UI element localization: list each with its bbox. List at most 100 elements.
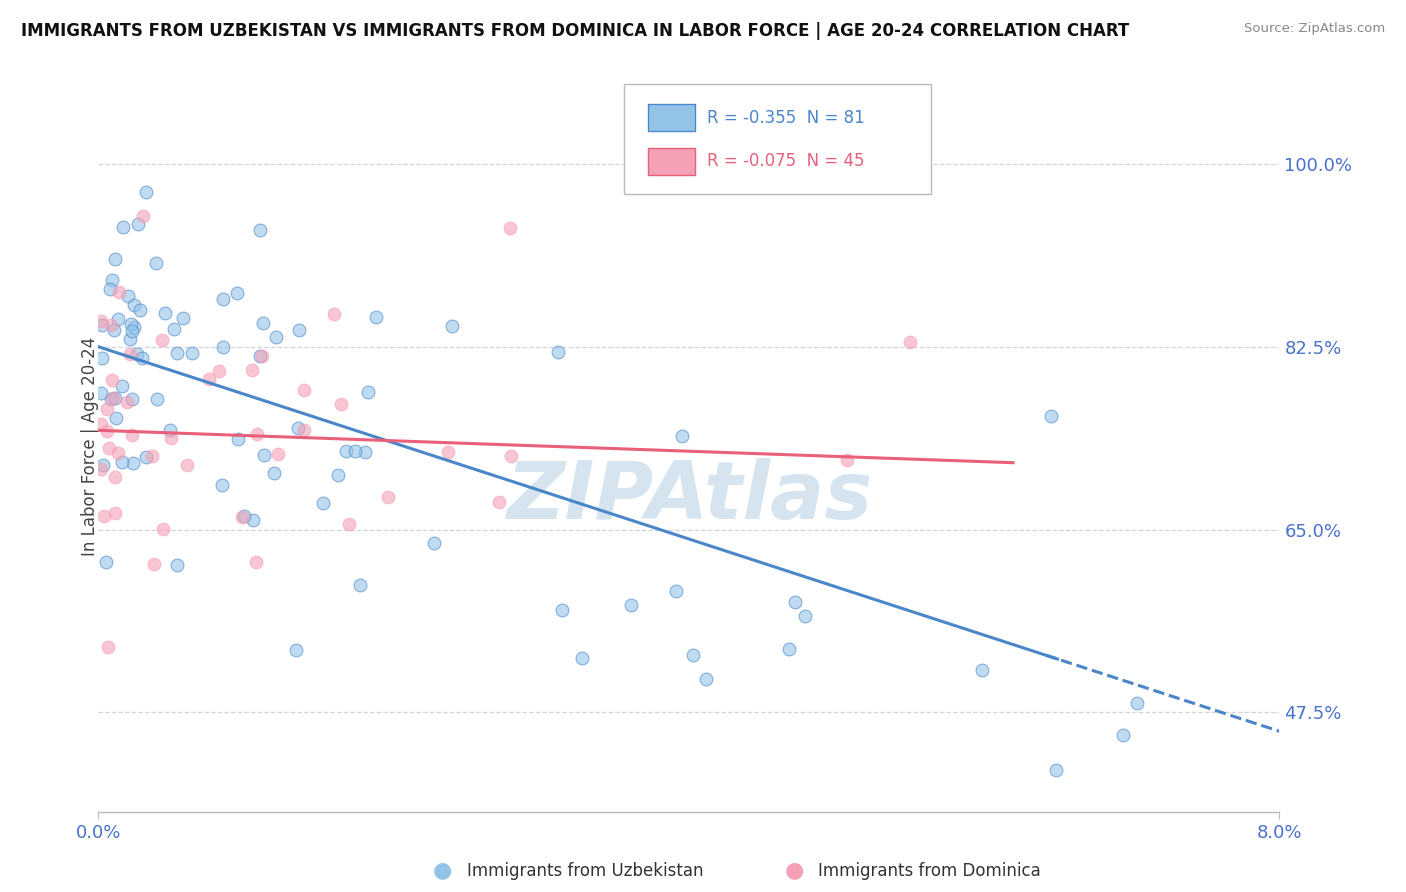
Point — [125, 346, 148, 360]
Point — [101, 373, 124, 387]
Point — [253, 448, 276, 462]
Point — [117, 289, 139, 303]
Point — [104, 506, 127, 520]
Point — [208, 364, 231, 378]
Point — [141, 450, 163, 464]
Point — [1126, 696, 1149, 710]
Point — [96, 401, 118, 416]
Point — [231, 510, 253, 524]
Point — [665, 583, 688, 598]
Point — [249, 223, 271, 237]
Point — [97, 640, 120, 655]
Point — [104, 391, 127, 405]
Point — [1045, 763, 1067, 777]
Bar — [648, 147, 695, 176]
Point — [211, 340, 233, 354]
FancyBboxPatch shape — [624, 84, 931, 194]
Text: ZIPAtlas: ZIPAtlas — [506, 458, 872, 536]
Text: IMMIGRANTS FROM UZBEKISTAN VS IMMIGRANTS FROM DOMINICA IN LABOR FORCE | AGE 20-2: IMMIGRANTS FROM UZBEKISTAN VS IMMIGRANTS… — [21, 22, 1129, 40]
Point — [91, 351, 114, 366]
Point — [91, 318, 114, 333]
Point — [288, 323, 311, 337]
Point — [488, 494, 510, 508]
Point — [211, 478, 233, 492]
Point — [131, 351, 153, 365]
Point — [103, 469, 125, 483]
Point — [176, 458, 198, 473]
Point — [128, 302, 150, 317]
Point — [150, 333, 173, 347]
Point — [837, 453, 859, 467]
Point — [107, 446, 129, 460]
Point — [172, 311, 194, 326]
Y-axis label: In Labor Force | Age 20-24: In Labor Force | Age 20-24 — [82, 336, 98, 556]
Point — [124, 320, 146, 334]
Point — [246, 426, 269, 441]
Point — [499, 221, 522, 235]
Point — [226, 433, 249, 447]
Point — [312, 496, 335, 510]
Point — [132, 209, 155, 223]
Point — [104, 411, 127, 425]
Point — [101, 273, 124, 287]
Point — [571, 650, 593, 665]
Point — [108, 285, 131, 299]
Text: R = -0.355  N = 81: R = -0.355 N = 81 — [707, 109, 865, 127]
Point — [337, 517, 360, 532]
Point — [93, 508, 115, 523]
Point — [695, 672, 717, 686]
Point — [326, 468, 349, 483]
Text: Source: ZipAtlas.com: Source: ZipAtlas.com — [1244, 22, 1385, 36]
Point — [103, 323, 125, 337]
Point — [778, 642, 800, 657]
Point — [292, 424, 315, 438]
Point — [121, 428, 143, 442]
Text: ●: ● — [785, 861, 804, 880]
Point — [349, 578, 371, 592]
Point — [122, 297, 145, 311]
Point — [118, 347, 141, 361]
Point — [90, 461, 112, 475]
Point — [146, 392, 169, 406]
Point — [377, 490, 399, 504]
Point — [100, 392, 122, 407]
Point — [1112, 728, 1135, 742]
Point — [900, 334, 922, 349]
Point — [335, 443, 357, 458]
Point — [364, 310, 387, 324]
Point — [551, 603, 574, 617]
Point — [547, 344, 569, 359]
Point — [160, 431, 183, 445]
Point — [121, 392, 143, 406]
Point — [440, 318, 463, 333]
Point — [112, 220, 135, 235]
Point — [122, 456, 145, 470]
Point — [264, 330, 287, 344]
Point — [90, 417, 112, 431]
Point — [118, 332, 141, 346]
Point — [287, 421, 309, 435]
Point — [120, 317, 142, 331]
Point — [143, 557, 166, 571]
Point — [250, 349, 273, 363]
Point — [152, 523, 174, 537]
Point — [101, 391, 124, 405]
Point — [353, 445, 375, 459]
Point — [145, 256, 167, 270]
Point — [252, 317, 274, 331]
Point — [329, 396, 352, 410]
Point — [267, 447, 290, 461]
Point — [323, 307, 346, 321]
Point — [100, 318, 122, 333]
Text: Immigrants from Uzbekistan: Immigrants from Uzbekistan — [467, 862, 703, 880]
Point — [166, 346, 188, 360]
Point — [90, 385, 112, 400]
Point — [245, 555, 267, 569]
Point — [103, 252, 125, 267]
Point — [499, 449, 522, 463]
Point — [249, 349, 271, 363]
Point — [97, 442, 120, 456]
Point — [107, 312, 129, 326]
Point — [793, 608, 815, 623]
Point — [1040, 409, 1063, 423]
